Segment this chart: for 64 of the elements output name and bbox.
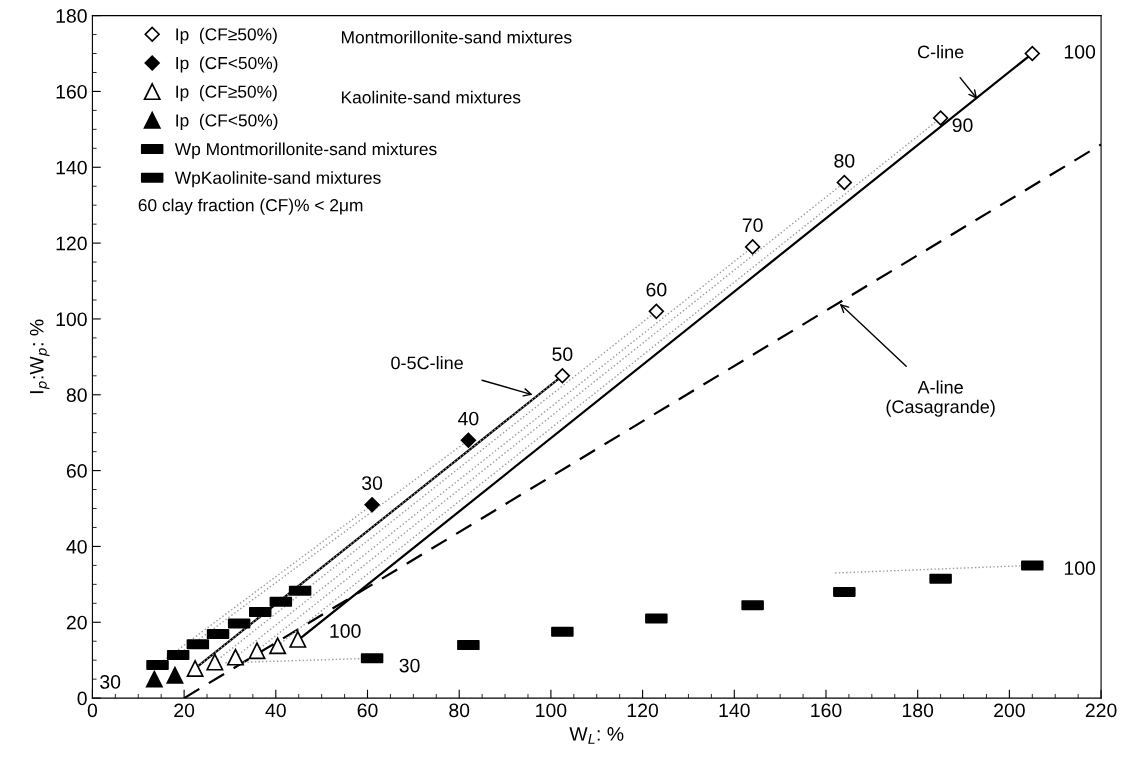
- x-tick-label: 0: [87, 703, 98, 718]
- point: [226, 648, 244, 666]
- legend-label: Ip (CF≥50%): [176, 27, 277, 44]
- y-tick-label: 20: [66, 615, 87, 630]
- annotation: 30: [362, 476, 383, 490]
- x-tick-label: 120: [627, 703, 659, 718]
- legend-label: Ip (CF≥50%): [176, 85, 277, 102]
- point: [289, 630, 307, 648]
- point: [744, 239, 761, 255]
- point: [932, 110, 949, 126]
- legend-label: WpKaolinite-sand mixtures: [174, 171, 381, 188]
- annotation: 60 clay fraction (CF)% < 2μm: [138, 198, 363, 215]
- y-tick-label: 120: [56, 236, 87, 251]
- point: [836, 174, 853, 191]
- annotation: 100: [1064, 561, 1096, 576]
- point: [206, 653, 224, 671]
- y-axis-title: I$_{p}$:W$_{p}$: %: [29, 319, 50, 394]
- legend-label: Wp Montmorillonite-sand mixtures: [174, 142, 437, 159]
- point: [269, 637, 287, 655]
- annotation: Kaolinite-sand mixtures: [341, 90, 521, 104]
- point: [364, 497, 380, 513]
- legend-label: Ip (CF<50%): [176, 56, 278, 73]
- annotation: 70: [742, 218, 763, 233]
- legend-label: Ip (CF<50%): [176, 113, 278, 130]
- annotation: 0-5C-line: [391, 356, 463, 370]
- annotation: 80: [834, 153, 855, 168]
- y-tick-label: 160: [56, 84, 87, 99]
- y-tick-label: 60: [66, 464, 87, 478]
- x-axis-title: W$_{L}$: %: [569, 727, 624, 744]
- annotation: C-line: [917, 45, 964, 59]
- x-tick-label: 60: [357, 703, 378, 718]
- y-tick-label: 140: [56, 160, 87, 175]
- x-tick-label: 220: [1085, 703, 1117, 718]
- y-tick-label: 100: [56, 312, 87, 327]
- point: [186, 660, 204, 677]
- x-tick-label: 180: [902, 703, 934, 718]
- annotation: 100: [1064, 44, 1096, 59]
- point: [248, 642, 266, 660]
- y-tick-label: 40: [66, 539, 87, 554]
- annotation: 90: [952, 118, 973, 133]
- annotation: 30: [399, 658, 420, 673]
- point: [145, 670, 163, 688]
- y-tick-label: 80: [66, 388, 87, 402]
- point: [554, 368, 571, 384]
- annotation: Montmorillonite-sand mixtures: [341, 30, 572, 44]
- annotation: 30: [100, 675, 121, 689]
- annotation: 40: [458, 411, 479, 426]
- x-tick-label: 100: [536, 703, 567, 718]
- x-tick-label: 140: [719, 703, 750, 718]
- y-tick-label: 0: [77, 691, 87, 706]
- x-tick-label: 20: [174, 703, 195, 718]
- annotation: A-line (Casagrande): [886, 380, 995, 417]
- annotation: 100: [330, 624, 361, 638]
- point: [460, 432, 477, 448]
- x-tick-label: 160: [811, 703, 842, 718]
- x-tick-label: 40: [265, 703, 286, 718]
- point: [648, 303, 665, 320]
- annotation: 60: [646, 282, 667, 297]
- x-tick-label: 200: [994, 703, 1025, 718]
- point: [1024, 45, 1041, 62]
- point: [166, 666, 184, 684]
- annotation: 50: [552, 347, 573, 362]
- y-tick-label: 180: [56, 9, 87, 23]
- x-tick-label: 80: [449, 703, 470, 718]
